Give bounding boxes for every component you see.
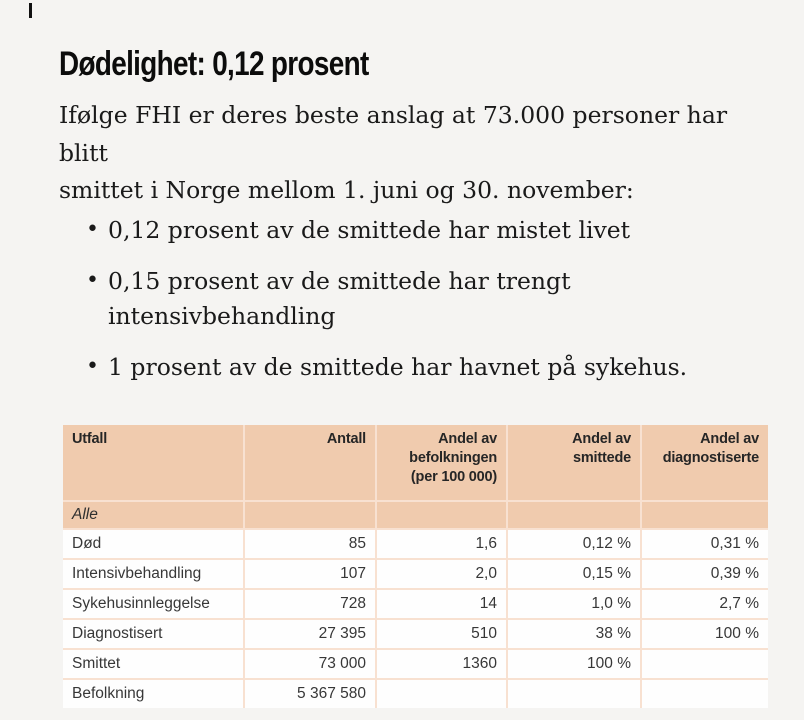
table-cell: 38 % <box>507 619 642 650</box>
table-row: Sykehusinnleggelse 728 14 1,0 % 2,7 % <box>63 589 768 620</box>
intro-paragraph: Ifølge FHI er deres beste anslag at 73.0… <box>59 101 728 204</box>
table-cell <box>376 679 508 708</box>
table-cell: 0,12 % <box>507 529 642 560</box>
table-cell: 100 % <box>507 649 642 680</box>
table-cell: 2,7 % <box>641 589 768 620</box>
table-cell: 2,0 <box>376 559 508 590</box>
table-cell: Intensivbehandling <box>63 559 245 590</box>
table-cell: 0,15 % <box>507 559 642 590</box>
table-cell <box>376 501 508 530</box>
table-cell: 100 % <box>641 619 768 650</box>
column-header-utfall: Utfall <box>63 425 245 502</box>
table-cell: 73 000 <box>244 649 377 680</box>
table-cell <box>641 501 768 530</box>
table-cell: Død <box>63 529 245 560</box>
table-row: Befolkning 5 367 580 <box>63 679 768 708</box>
table-cell: 1,0 % <box>507 589 642 620</box>
table-header-row: Utfall Antall Andel av befolkningen (per… <box>63 425 768 502</box>
table-row: Smittet 73 000 1360 100 % <box>63 649 768 680</box>
column-header-antall: Antall <box>244 425 377 502</box>
table-cell: Befolkning <box>63 679 245 708</box>
table-cell: 1360 <box>376 649 508 680</box>
column-header-andel-diagnostiserte: Andel av diagnostiserte <box>641 425 768 502</box>
column-header-andel-befolkningen: Andel av befolkningen (per 100 000) <box>376 425 508 502</box>
table-cell: 1,6 <box>376 529 508 560</box>
column-header-andel-smittede: Andel av smittede <box>507 425 642 502</box>
table-row: Intensivbehandling 107 2,0 0,15 % 0,39 % <box>63 559 768 590</box>
table-row: Død 85 1,6 0,12 % 0,31 % <box>63 529 768 560</box>
table-cell <box>641 649 768 680</box>
table-cell: 27 395 <box>244 619 377 650</box>
group-label: Alle <box>63 501 245 530</box>
table-cell: Diagnostisert <box>63 619 245 650</box>
text-cursor-artifact <box>29 3 32 18</box>
table-cell <box>507 501 642 530</box>
article-heading: Dødelighet: 0,12 prosent <box>59 45 369 83</box>
list-item: 0,15 prosent av de smittede har trengt i… <box>84 263 724 334</box>
table-cell <box>244 501 377 530</box>
outcome-table: Utfall Antall Andel av befolkningen (per… <box>63 425 768 708</box>
table-cell: 0,31 % <box>641 529 768 560</box>
table-cell: 0,39 % <box>641 559 768 590</box>
table-cell <box>507 679 642 708</box>
table-group-row: Alle <box>63 501 768 530</box>
list-item: 0,12 prosent av de smittede har mistet l… <box>84 212 724 248</box>
table-cell: 5 367 580 <box>244 679 377 708</box>
table-cell: 107 <box>244 559 377 590</box>
list-item: 1 prosent av de smittede har havnet på s… <box>84 349 724 385</box>
table-cell: 728 <box>244 589 377 620</box>
table-cell: 85 <box>244 529 377 560</box>
bullet-list: 0,12 prosent av de smittede har mistet l… <box>84 212 724 385</box>
table-cell: 510 <box>376 619 508 650</box>
table-cell <box>641 679 768 708</box>
table-row: Diagnostisert 27 395 510 38 % 100 % <box>63 619 768 650</box>
table-cell: Sykehusinnleggelse <box>63 589 245 620</box>
table-cell: Smittet <box>63 649 245 680</box>
table-cell: 14 <box>376 589 508 620</box>
